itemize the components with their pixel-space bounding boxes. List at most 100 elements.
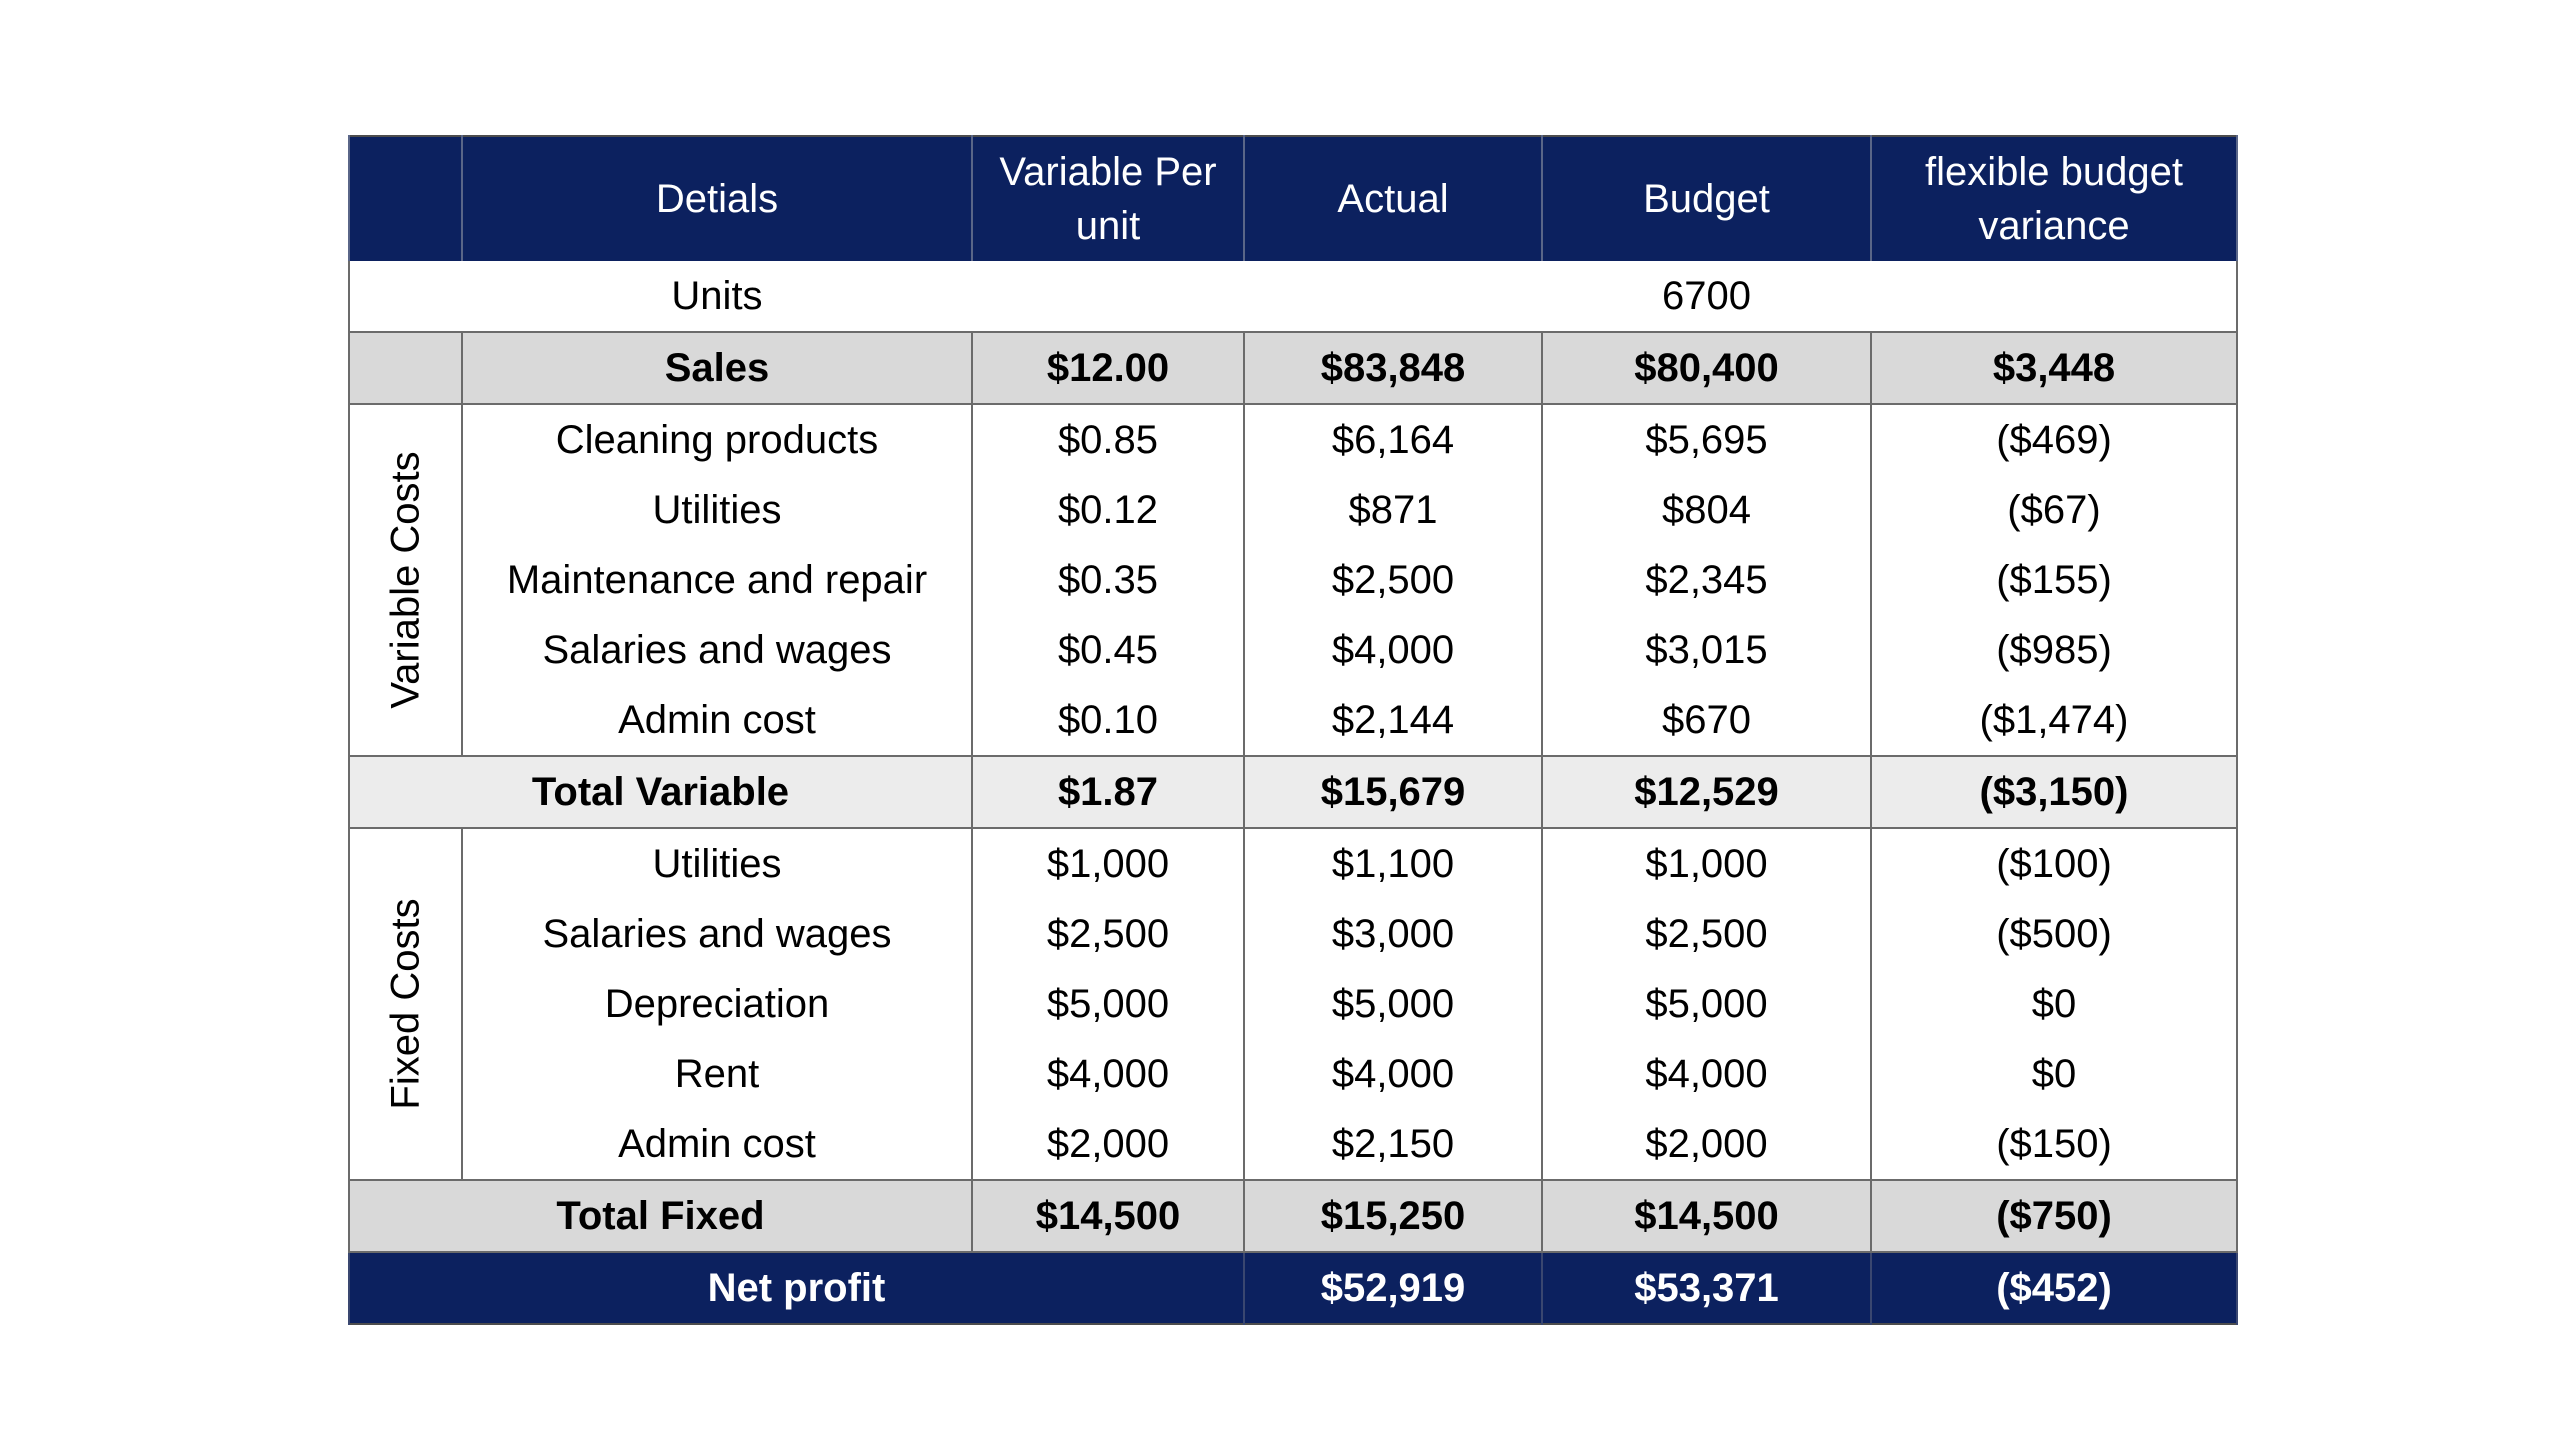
header-blank-cell — [348, 136, 463, 261]
units-label: Units — [671, 273, 763, 318]
flexible-budget-table: Detials Variable Per unit Actual Budget … — [348, 135, 2238, 1325]
header-budget: Budget — [1541, 136, 1872, 261]
total-fixed-label: Total Fixed — [348, 1180, 973, 1252]
table-row: Variable Costs Cleaning products $0.85 $… — [348, 404, 2238, 756]
net-profit-label: Net profit — [348, 1252, 1245, 1324]
row-budget: $804 — [1541, 475, 1872, 545]
row-per-unit: $2,000 — [971, 1109, 1245, 1180]
row-actual: $5,000 — [1243, 969, 1543, 1039]
row-label: Depreciation — [461, 969, 973, 1039]
total-variable-actual: $15,679 — [1243, 756, 1543, 828]
sales-variance: $3,448 — [1870, 332, 2238, 404]
row-label: Salaries and wages — [461, 615, 973, 685]
sales-actual: $83,848 — [1243, 332, 1543, 404]
table-row: Depreciation $5,000 $5,000 $5,000 $0 — [349, 969, 2238, 1039]
row-actual: $4,000 — [1243, 1039, 1543, 1109]
sales-row: Sales $12.00 $83,848 $80,400 $3,448 — [348, 332, 2238, 404]
header-variable-per-unit: Variable Per unit — [971, 136, 1245, 261]
total-fixed-budget: $14,500 — [1541, 1180, 1872, 1252]
row-per-unit: $0.45 — [971, 615, 1245, 685]
net-profit-budget: $53,371 — [1541, 1252, 1872, 1324]
total-variable-row: Total Variable $1.87 $15,679 $12,529 ($3… — [348, 756, 2238, 828]
row-variance: ($67) — [1870, 475, 2238, 545]
fixed-costs-label: Fixed Costs — [383, 898, 427, 1110]
units-actual — [1244, 261, 1542, 332]
header-actual: Actual — [1243, 136, 1543, 261]
total-variable-per-unit: $1.87 — [971, 756, 1245, 828]
row-actual: $1,100 — [1243, 828, 1543, 899]
row-budget: $4,000 — [1541, 1039, 1872, 1109]
row-label: Cleaning products — [461, 404, 973, 475]
sales-label: Sales — [461, 332, 973, 404]
row-variance: $0 — [1870, 969, 2238, 1039]
row-actual: $6,164 — [1243, 404, 1543, 475]
row-label: Maintenance and repair — [461, 545, 973, 615]
row-variance: ($100) — [1870, 828, 2238, 899]
row-label: Rent — [461, 1039, 973, 1109]
row-variance: ($469) — [1870, 404, 2238, 475]
row-budget: $2,000 — [1541, 1109, 1872, 1180]
total-fixed-per-unit: $14,500 — [971, 1180, 1245, 1252]
row-variance: $0 — [1870, 1039, 2238, 1109]
row-budget: $5,000 — [1541, 969, 1872, 1039]
row-variance: ($150) — [1870, 1109, 2238, 1180]
row-budget: $2,345 — [1541, 545, 1872, 615]
row-actual: $871 — [1243, 475, 1543, 545]
table-row: Maintenance and repair $0.35 $2,500 $2,3… — [349, 545, 2238, 615]
row-per-unit: $0.10 — [971, 685, 1245, 756]
table-row: Admin cost $0.10 $2,144 $670 ($1,474) — [349, 685, 2238, 756]
total-variable-budget: $12,529 — [1541, 756, 1872, 828]
header-details: Detials — [461, 136, 973, 261]
total-variable-label: Total Variable — [348, 756, 973, 828]
net-profit-variance: ($452) — [1870, 1252, 2238, 1324]
table-row: Utilities $0.12 $871 $804 ($67) — [349, 475, 2238, 545]
row-label: Utilities — [461, 475, 973, 545]
table-row: Admin cost $2,000 $2,150 $2,000 ($150) — [349, 1109, 2238, 1180]
flexible-budget-table-container: Detials Variable Per unit Actual Budget … — [348, 135, 2238, 1325]
table-row: Rent $4,000 $4,000 $4,000 $0 — [349, 1039, 2238, 1109]
row-label: Admin cost — [461, 1109, 973, 1180]
total-fixed-actual: $15,250 — [1243, 1180, 1543, 1252]
sales-per-unit: $12.00 — [971, 332, 1245, 404]
row-variance: ($985) — [1870, 615, 2238, 685]
row-budget: $1,000 — [1541, 828, 1872, 899]
row-variance: ($500) — [1870, 899, 2238, 969]
total-variable-variance: ($3,150) — [1870, 756, 2238, 828]
units-variance — [1871, 261, 2238, 332]
row-per-unit: $0.35 — [971, 545, 1245, 615]
row-budget: $5,695 — [1541, 404, 1872, 475]
row-budget: $2,500 — [1541, 899, 1872, 969]
row-label: Utilities — [461, 828, 973, 899]
table-header-row: Detials Variable Per unit Actual Budget … — [348, 136, 2238, 261]
row-per-unit: $0.12 — [971, 475, 1245, 545]
row-per-unit: $2,500 — [971, 899, 1245, 969]
row-per-unit: $5,000 — [971, 969, 1245, 1039]
net-profit-actual: $52,919 — [1243, 1252, 1543, 1324]
sales-blank — [348, 332, 463, 404]
header-variance: flexible budget variance — [1870, 136, 2238, 261]
row-actual: $2,144 — [1243, 685, 1543, 756]
row-per-unit: $1,000 — [971, 828, 1245, 899]
units-row: Units 6700 — [348, 261, 2238, 332]
variable-costs-section: Variable Costs — [348, 404, 463, 756]
row-budget: $3,015 — [1541, 615, 1872, 685]
row-budget: $670 — [1541, 685, 1872, 756]
row-actual: $2,150 — [1243, 1109, 1543, 1180]
row-variance: ($155) — [1870, 545, 2238, 615]
row-per-unit: $4,000 — [971, 1039, 1245, 1109]
table-row: Fixed Costs Utilities $1,000 $1,100 $1,0… — [348, 828, 2238, 1180]
total-fixed-variance: ($750) — [1870, 1180, 2238, 1252]
sales-budget: $80,400 — [1541, 332, 1872, 404]
row-label: Admin cost — [461, 685, 973, 756]
row-per-unit: $0.85 — [971, 404, 1245, 475]
row-actual: $2,500 — [1243, 545, 1543, 615]
row-actual: $4,000 — [1243, 615, 1543, 685]
row-label: Salaries and wages — [461, 899, 973, 969]
net-profit-row: Net profit $52,919 $53,371 ($452) — [348, 1252, 2238, 1324]
units-budget: 6700 — [1662, 273, 1751, 318]
table-row: Salaries and wages $2,500 $3,000 $2,500 … — [349, 899, 2238, 969]
total-fixed-row: Total Fixed $14,500 $15,250 $14,500 ($75… — [348, 1180, 2238, 1252]
row-variance: ($1,474) — [1870, 685, 2238, 756]
table-row: Salaries and wages $0.45 $4,000 $3,015 (… — [349, 615, 2238, 685]
variable-costs-label: Variable Costs — [383, 451, 427, 709]
